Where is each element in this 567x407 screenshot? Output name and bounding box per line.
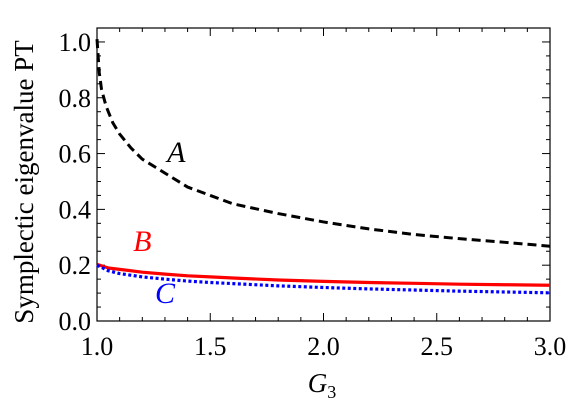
series-lines bbox=[95, 39, 551, 295]
x-tick-label: 1.0 bbox=[81, 332, 114, 361]
tick-labels: 1.0 1.5 2.0 2.5 3.0 0.0 0.2 0.4 0.6 0.8 1.0 bbox=[59, 28, 567, 361]
x-tick-label: 1.5 bbox=[194, 332, 227, 361]
y-tick-label: 0.6 bbox=[59, 140, 92, 169]
y-tick-label: 1.0 bbox=[59, 28, 92, 57]
y-tick-label: 0.8 bbox=[59, 84, 92, 113]
y-axis-label: Symplectic eigenvalue PT bbox=[9, 40, 39, 324]
x-tick-label: 2.5 bbox=[421, 332, 454, 361]
x-tick-label: 2.0 bbox=[307, 332, 340, 361]
curve-annotations: A BC bbox=[133, 136, 186, 310]
y-tick-label: 0.2 bbox=[59, 251, 92, 280]
y-tick-label: 0.0 bbox=[59, 307, 92, 336]
series-b-line bbox=[96, 262, 551, 287]
series-c-line bbox=[96, 263, 551, 295]
series-a-line bbox=[95, 39, 551, 248]
curve-label-b: B bbox=[133, 225, 151, 258]
x-axis-label-main: G bbox=[308, 368, 328, 398]
x-axis-label-subscript: 3 bbox=[327, 382, 336, 402]
x-tick-label: 3.0 bbox=[534, 332, 567, 361]
y-tick-label: 0.4 bbox=[59, 195, 92, 224]
curve-label-c: C bbox=[155, 277, 176, 310]
curve-label-a: A bbox=[165, 136, 186, 169]
x-axis-label: G3 bbox=[308, 368, 337, 402]
